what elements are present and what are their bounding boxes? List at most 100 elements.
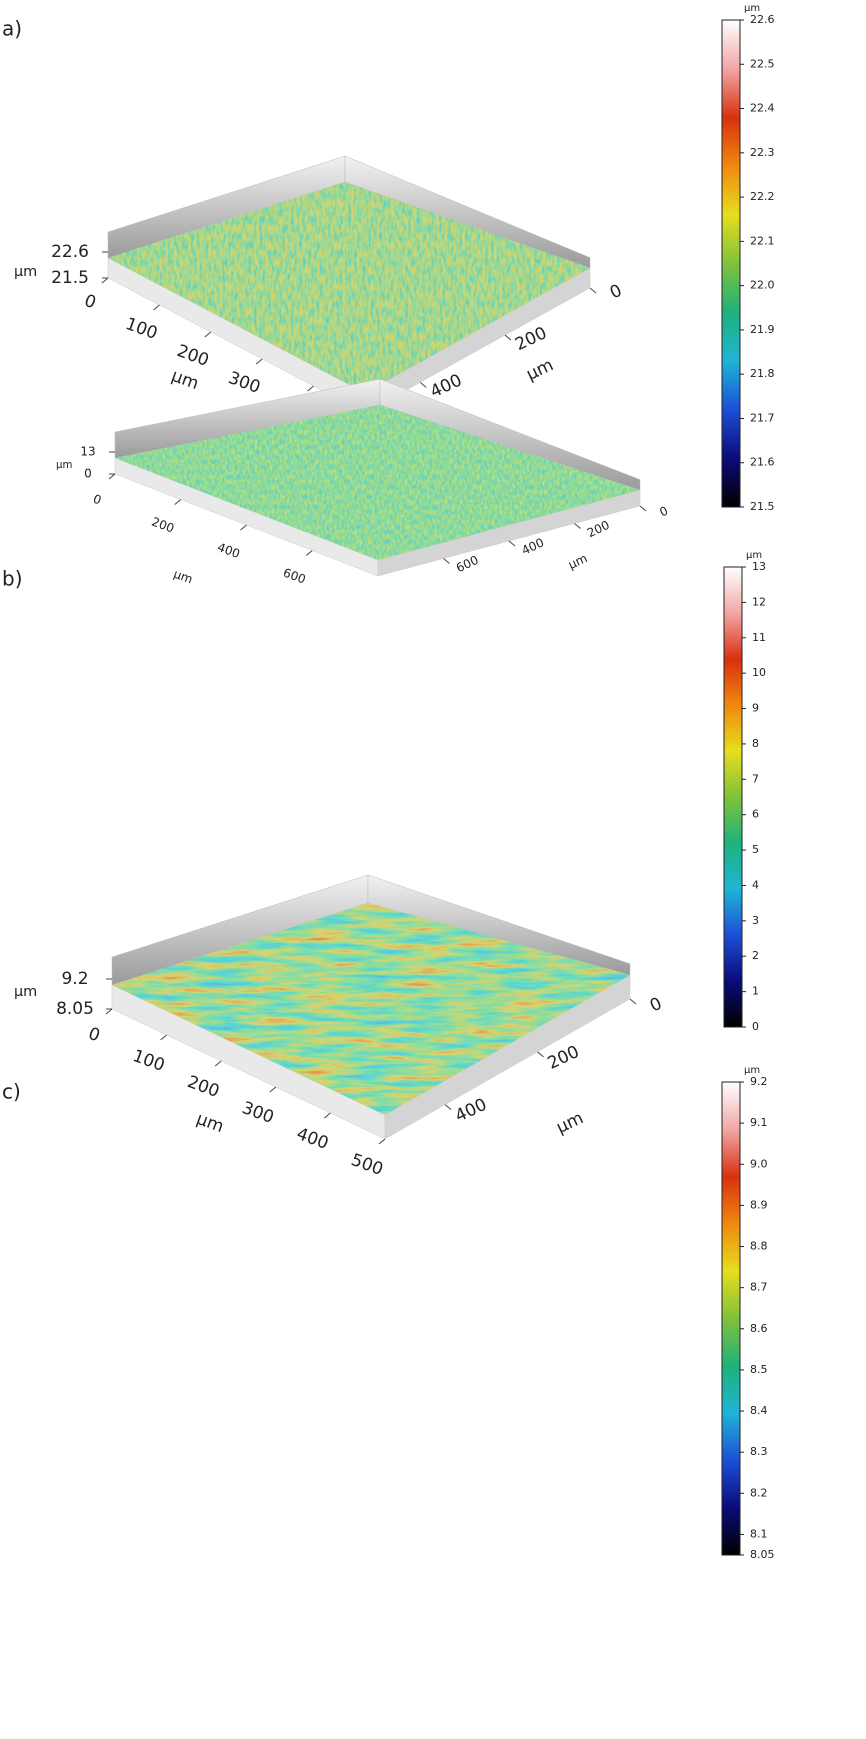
- x-tick: [105, 1008, 113, 1015]
- x-tick: [160, 1034, 167, 1041]
- colorbar-tick-label: 9.2: [750, 1075, 768, 1088]
- colorbar-tick-label: 0: [752, 1020, 759, 1033]
- colorbar-tick-label: 22.4: [750, 102, 775, 115]
- y-tick-label: 400: [519, 535, 546, 557]
- z-tick-label: 22.6: [51, 242, 89, 262]
- x-tick: [378, 1138, 386, 1145]
- surface: [112, 903, 630, 1115]
- colorbar: [721, 1081, 741, 1556]
- y-tick: [444, 1104, 452, 1111]
- colorbar-tick-label: 6: [752, 808, 759, 821]
- z-tick-label: 0: [84, 467, 92, 481]
- x-tick-label: 400: [216, 540, 242, 561]
- y-tick: [639, 505, 647, 512]
- colorbar-tick-label: 11: [752, 631, 766, 644]
- colorbar-label: µm: [744, 1065, 760, 1076]
- colorbar-tick-label: 10: [752, 666, 766, 679]
- colorbar-tick-label: 8: [752, 737, 759, 750]
- y-axis-label: µm: [553, 1108, 586, 1138]
- colorbar-label: µm: [746, 550, 762, 561]
- panel: c) 9.2 8.05 µm 0 100 200 300 400 500 µm 0 200 400 µm 8.…: [2, 874, 775, 1561]
- colorbar-tick-label: 8.6: [750, 1322, 768, 1335]
- x-tick: [255, 358, 263, 365]
- colorbar-tick-label: 13: [752, 560, 766, 573]
- colorbar-tick-label: 22.5: [750, 57, 775, 70]
- y-tick-label: 600: [454, 553, 481, 575]
- x-tick: [204, 331, 212, 338]
- colorbar-tick-label: 3: [752, 914, 759, 927]
- colorbar-tick-label: 22.1: [750, 234, 775, 247]
- y-axis-label: µm: [523, 355, 556, 385]
- colorbar-tick-label: 4: [752, 878, 759, 891]
- x-tick-label: 300: [239, 1098, 276, 1128]
- x-tick: [153, 304, 160, 311]
- x-tick-label: 200: [185, 1072, 222, 1102]
- y-tick: [537, 1051, 544, 1058]
- surface: [115, 405, 640, 560]
- colorbar-tick-label: 8.4: [750, 1404, 768, 1417]
- colorbar-tick-label: 21.9: [750, 323, 775, 336]
- x-tick-label: 600: [281, 566, 307, 587]
- y-axis-label: µm: [566, 551, 589, 572]
- colorbar-tick-label: 1: [752, 985, 759, 998]
- y-tick-label: 200: [545, 1042, 583, 1074]
- y-tick: [508, 540, 516, 547]
- colorbar-tick-label: 7: [752, 772, 759, 785]
- colorbar-tick-label: 8.2: [750, 1486, 768, 1499]
- y-tick-label: 200: [585, 518, 612, 540]
- x-tick: [324, 1112, 331, 1119]
- z-axis-label: µm: [14, 264, 37, 280]
- colorbar-tick-label: 21.7: [750, 411, 775, 424]
- x-tick-label: 100: [123, 314, 160, 344]
- x-axis-label: µm: [194, 1109, 227, 1137]
- z-tick-label: 21.5: [51, 268, 89, 288]
- y-tick: [589, 287, 597, 294]
- x-tick-label: 100: [130, 1046, 167, 1076]
- y-tick: [504, 334, 512, 341]
- z-tick-label: 8.05: [56, 999, 94, 1019]
- x-tick-label: 300: [226, 368, 263, 398]
- y-tick: [574, 523, 581, 529]
- x-tick-label: 400: [294, 1124, 331, 1154]
- colorbar-tick-label: 12: [752, 595, 766, 608]
- y-tick-label: 400: [452, 1095, 490, 1127]
- back-wall: [344, 155, 591, 269]
- z-tick-label: 13: [80, 445, 95, 459]
- x-tick-label: 0: [91, 492, 103, 508]
- x-tick: [307, 385, 314, 392]
- colorbar-tick-label: 21.6: [750, 456, 775, 469]
- y-tick-label: 0: [657, 504, 670, 520]
- colorbar: [721, 19, 741, 508]
- colorbar-tick-label: 22.3: [750, 146, 775, 159]
- back-wall: [379, 378, 641, 491]
- x-axis-label: µm: [172, 567, 195, 587]
- colorbar-tick-label: 5: [752, 843, 759, 856]
- colorbar-label: µm: [744, 3, 760, 14]
- y-tick: [443, 558, 450, 564]
- colorbar: [723, 566, 743, 1028]
- z-tick-label: 9.2: [61, 969, 88, 989]
- x-tick-label: 200: [150, 515, 176, 536]
- z-axis-label: µm: [14, 984, 37, 1000]
- x-tick: [174, 499, 182, 505]
- y-tick: [419, 381, 427, 388]
- colorbar-tick-label: 8.5: [750, 1363, 768, 1376]
- colorbar-tick-label: 8.1: [750, 1527, 768, 1540]
- colorbar-tick-label: 21.8: [750, 367, 775, 380]
- x-tick: [214, 1060, 222, 1067]
- x-tick: [101, 277, 109, 284]
- colorbar-tick-label: 8.8: [750, 1240, 768, 1253]
- panel-label: a): [2, 17, 22, 41]
- x-tick: [269, 1086, 277, 1093]
- colorbar-tick-label: 9.1: [750, 1116, 768, 1129]
- colorbar-tick-label: 22.0: [750, 279, 775, 292]
- colorbar-tick-label: 21.5: [750, 500, 775, 513]
- x-tick-label: 0: [81, 291, 98, 313]
- x-axis-label: µm: [169, 366, 202, 394]
- x-tick-label: 500: [348, 1150, 385, 1180]
- y-tick-label: 0: [647, 994, 665, 1017]
- colorbar-tick-label: 9.0: [750, 1157, 768, 1170]
- x-tick-label: 0: [85, 1024, 102, 1046]
